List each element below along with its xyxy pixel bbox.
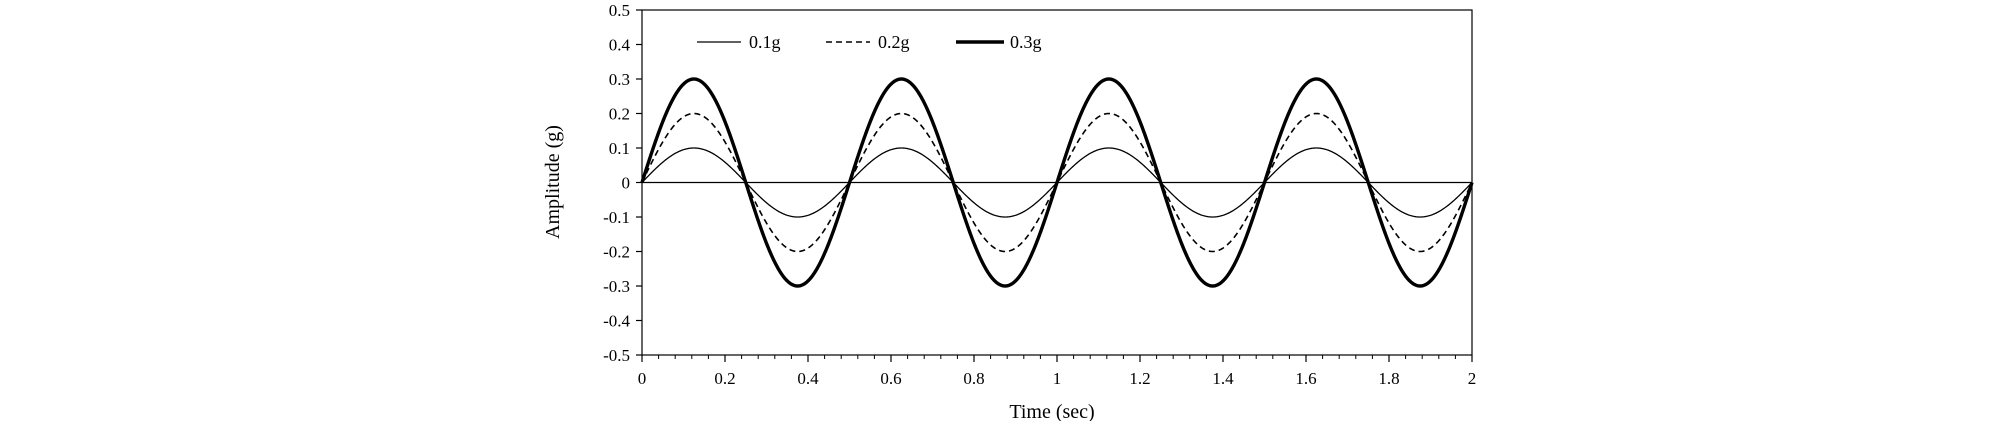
y-tick-label: -0.3 <box>603 277 630 296</box>
y-tick-label: 0.5 <box>609 1 630 20</box>
x-tick-label: 1.2 <box>1129 369 1150 388</box>
series-line-0-3g <box>640 77 1474 288</box>
x-tick-label: 0.8 <box>963 369 984 388</box>
x-tick-label: 1.6 <box>1295 369 1316 388</box>
y-tick-label: 0.2 <box>609 105 630 124</box>
x-tick-label: 0.2 <box>714 369 735 388</box>
x-axis-title: Time (sec) <box>1009 401 1094 421</box>
y-tick-label: -0.4 <box>603 312 630 331</box>
x-tick-label: 2 <box>1468 369 1477 388</box>
legend-label: 0.2g <box>878 32 910 52</box>
x-tick-label: 1.8 <box>1378 369 1399 388</box>
legend-label: 0.1g <box>749 32 781 52</box>
y-tick-label: 0.3 <box>609 70 630 89</box>
legend-label: 0.3g <box>1010 32 1042 52</box>
y-tick-label: 0 <box>622 174 631 193</box>
y-tick-label: 0.1 <box>609 139 630 158</box>
x-tick-label: 1 <box>1053 369 1062 388</box>
y-tick-label: -0.1 <box>603 208 630 227</box>
x-tick-label: 0.6 <box>880 369 901 388</box>
x-tick-label: 0 <box>638 369 647 388</box>
series-group <box>640 77 1474 288</box>
y-tick-label: -0.2 <box>603 243 630 262</box>
y-axis-title: Amplitude (g) <box>542 125 564 239</box>
legend: 0.1g 0.2g 0.3g <box>697 32 1042 52</box>
x-tick-label: 0.4 <box>797 369 819 388</box>
y-tick-label: -0.5 <box>603 346 630 365</box>
x-tick-label: 1.4 <box>1212 369 1234 388</box>
y-tick-label: 0.4 <box>609 36 631 55</box>
axes: 0.5 0.4 0.3 0.2 0.1 0 -0.1 -0.2 -0.3 -0.4 -0.5 0 0.2… <box>603 1 1476 388</box>
